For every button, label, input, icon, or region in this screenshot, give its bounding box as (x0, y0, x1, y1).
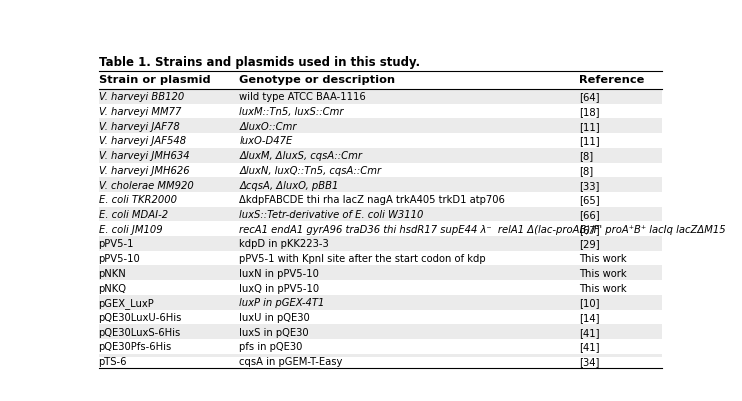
Bar (99, 295, 662, 310)
Bar (99, 148, 662, 163)
Text: recA1 endA1 gyrA96 traD36 thi hsdR17 supE44 λ⁻  relA1 Δ(lac-proAB)/F' proA⁺B⁺ la: recA1 endA1 gyrA96 traD36 thi hsdR17 sup… (240, 224, 726, 234)
Text: pPV5-1: pPV5-1 (99, 239, 134, 249)
Text: E. coli MDAI-2: E. coli MDAI-2 (99, 209, 168, 219)
Bar (99, 105, 662, 119)
Text: V. cholerae MM920: V. cholerae MM920 (99, 180, 193, 190)
Text: [8]: [8] (579, 151, 593, 161)
Text: V. harveyi MM77: V. harveyi MM77 (99, 107, 181, 117)
Text: [29]: [29] (579, 239, 600, 249)
Text: V. harveyi JAF78: V. harveyi JAF78 (99, 122, 180, 132)
Text: ΔluxM, ΔluxS, cqsA::Cmr: ΔluxM, ΔluxS, cqsA::Cmr (240, 151, 362, 161)
Text: [41]: [41] (579, 327, 600, 337)
Text: V. harveyi JMH634: V. harveyi JMH634 (99, 151, 189, 161)
Bar (99, 266, 662, 280)
Text: wild type ATCC BAA-1116: wild type ATCC BAA-1116 (240, 92, 366, 102)
Bar (99, 339, 662, 354)
Text: [10]: [10] (579, 298, 600, 308)
Text: ΔcqsA, ΔluxO, pBB1: ΔcqsA, ΔluxO, pBB1 (240, 180, 339, 190)
Text: [18]: [18] (579, 107, 600, 117)
Bar (99, 280, 662, 295)
Text: V. harveyi JAF548: V. harveyi JAF548 (99, 136, 186, 146)
Text: luxS::Tetr-derivative of E. coli W3110: luxS::Tetr-derivative of E. coli W3110 (240, 209, 424, 219)
Text: [11]: [11] (579, 122, 600, 132)
Text: luxO-D47E: luxO-D47E (240, 136, 293, 146)
Text: luxP in pGEX-4T1: luxP in pGEX-4T1 (240, 298, 325, 308)
Text: [8]: [8] (579, 166, 593, 176)
Text: [34]: [34] (579, 356, 599, 366)
Bar (99, 251, 662, 266)
Text: Genotype or description: Genotype or description (240, 75, 395, 85)
Text: V. harveyi BB120: V. harveyi BB120 (99, 92, 184, 102)
Bar (99, 119, 662, 134)
Text: cqsA in pGEM-T-Easy: cqsA in pGEM-T-Easy (240, 356, 343, 366)
Bar (99, 163, 662, 178)
Text: luxU in pQE30: luxU in pQE30 (240, 312, 310, 322)
Text: pQE30Pfs-6His: pQE30Pfs-6His (99, 342, 171, 351)
Text: pQE30LuxS-6His: pQE30LuxS-6His (99, 327, 181, 337)
Text: pPV5-1 with KpnI site after the start codon of kdp: pPV5-1 with KpnI site after the start co… (240, 253, 486, 263)
Text: E. coli TKR2000: E. coli TKR2000 (99, 195, 177, 205)
Text: [65]: [65] (579, 195, 600, 205)
Text: pNKN: pNKN (99, 268, 126, 278)
Text: This work: This work (579, 253, 626, 263)
Bar (99, 207, 662, 222)
Text: ΔkdpFABCDE thi rha lacZ nagA trkA405 trkD1 atp706: ΔkdpFABCDE thi rha lacZ nagA trkA405 trk… (240, 195, 505, 205)
Text: [14]: [14] (579, 312, 600, 322)
Text: E. coli JM109: E. coli JM109 (99, 224, 162, 234)
Text: pQE30LuxU-6His: pQE30LuxU-6His (99, 312, 182, 322)
Bar (99, 237, 662, 251)
Text: [64]: [64] (579, 92, 600, 102)
Text: luxM::Tn5, luxS::Cmr: luxM::Tn5, luxS::Cmr (240, 107, 344, 117)
Bar (99, 354, 662, 369)
Text: [66]: [66] (579, 209, 600, 219)
Text: Strain or plasmid: Strain or plasmid (99, 75, 210, 85)
Bar (99, 324, 662, 339)
Text: ΔluxO::Cmr: ΔluxO::Cmr (240, 122, 297, 132)
Text: pTS-6: pTS-6 (99, 356, 127, 366)
Text: kdpD in pKK223-3: kdpD in pKK223-3 (240, 239, 329, 249)
Bar (99, 90, 662, 105)
Text: [11]: [11] (579, 136, 600, 146)
Text: luxS in pQE30: luxS in pQE30 (240, 327, 309, 337)
Text: pPV5-10: pPV5-10 (99, 253, 140, 263)
Bar (99, 310, 662, 324)
Text: This work: This work (579, 283, 626, 293)
Text: This work: This work (579, 268, 626, 278)
Text: V. harveyi JMH626: V. harveyi JMH626 (99, 166, 189, 176)
Bar (99, 134, 662, 148)
Text: ΔluxN, luxQ::Tn5, cqsA::Cmr: ΔluxN, luxQ::Tn5, cqsA::Cmr (240, 166, 381, 176)
Bar (99, 192, 662, 207)
Text: pfs in pQE30: pfs in pQE30 (240, 342, 303, 351)
Text: pGEX_LuxP: pGEX_LuxP (99, 297, 154, 308)
Bar (99, 222, 662, 237)
Text: [67]: [67] (579, 224, 600, 234)
Text: [33]: [33] (579, 180, 599, 190)
Text: luxQ in pPV5-10: luxQ in pPV5-10 (240, 283, 320, 293)
Text: [41]: [41] (579, 342, 600, 351)
Text: Table 1. Strains and plasmids used in this study.: Table 1. Strains and plasmids used in th… (99, 56, 420, 69)
Text: pNKQ: pNKQ (99, 283, 126, 293)
Text: Reference: Reference (579, 75, 644, 85)
Bar (99, 178, 662, 192)
Text: luxN in pPV5-10: luxN in pPV5-10 (240, 268, 319, 278)
